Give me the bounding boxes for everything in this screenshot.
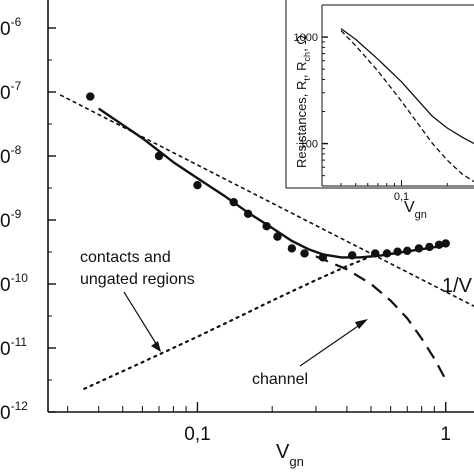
data-point [414, 244, 424, 253]
main-y-tick-label: 0-7 [0, 79, 22, 104]
main-y-ticks: 0-6 0-7 0-8 0-9 0-10 0-11 0-12 [0, 15, 56, 424]
inset-ticks: 1000 100 0,1 [294, 4, 448, 203]
main-x-label-main: V [276, 441, 290, 463]
data-point [434, 240, 444, 249]
inset-y-tick-label: 1000 [294, 32, 318, 44]
main-y-tick-label: 0-8 [0, 143, 22, 168]
data-point [300, 249, 309, 258]
main-x-ticks: 0,1 1 [67, 402, 451, 445]
data-point [347, 251, 357, 260]
annotation-arrow-channel [299, 319, 368, 367]
inset-x-axis-label: Vgn [404, 199, 427, 221]
data-point [193, 180, 202, 190]
main-x-tick-label: 1 [440, 424, 451, 445]
main-y-tick-label: 0-10 [0, 271, 28, 296]
inset-x-tick-label: 0,1 [394, 191, 409, 203]
data-point [318, 253, 328, 262]
annotation-contacts-line2: ungated regions [80, 271, 195, 288]
data-point [425, 242, 434, 252]
inset-background [286, 0, 474, 188]
main-x-label-sub: gn [289, 454, 303, 469]
main-x-axis-label: Vgn [276, 441, 304, 469]
annotation-channel: channel [252, 371, 308, 388]
annotation-contacts-line1: contacts and [80, 249, 171, 266]
main-y-tick-label: 0-11 [0, 335, 27, 360]
inset-y-tick-label: 100 [300, 139, 318, 151]
main-dotted-line [83, 255, 373, 390]
data-point [403, 246, 412, 256]
inset-series [340, 28, 474, 183]
annotation-inverse-v: 1/V [442, 275, 473, 297]
main-y-tick-label: 0-9 [0, 207, 22, 232]
inset-dashed-line [340, 30, 474, 183]
main-short-dash-line [59, 94, 474, 307]
data-point [382, 249, 392, 258]
inset-chart: 1000 100 0,1 Resistances, Rt, Rch, Ω Vgn [285, 0, 474, 221]
main-y-tick-label: 0-12 [0, 399, 28, 424]
inset-y-axis-label: Resistances, Rt, Rch, Ω [294, 35, 312, 168]
main-axes [47, 0, 474, 413]
main-y-tick-label: 0-6 [0, 15, 22, 40]
annotation-arrow-contacts [123, 291, 161, 352]
data-point [287, 244, 297, 253]
data-point [371, 249, 380, 258]
data-point [273, 232, 282, 241]
inset-solid-line [340, 28, 474, 145]
data-point [441, 239, 450, 248]
data-point [86, 92, 95, 101]
data-point [154, 151, 164, 161]
data-point [262, 222, 271, 231]
main-data-points [86, 92, 450, 262]
data-point [229, 197, 238, 207]
data-point [393, 247, 402, 256]
main-x-tick-label: 0,1 [184, 424, 210, 445]
data-point [243, 209, 253, 218]
main-long-dash-line [315, 255, 447, 381]
